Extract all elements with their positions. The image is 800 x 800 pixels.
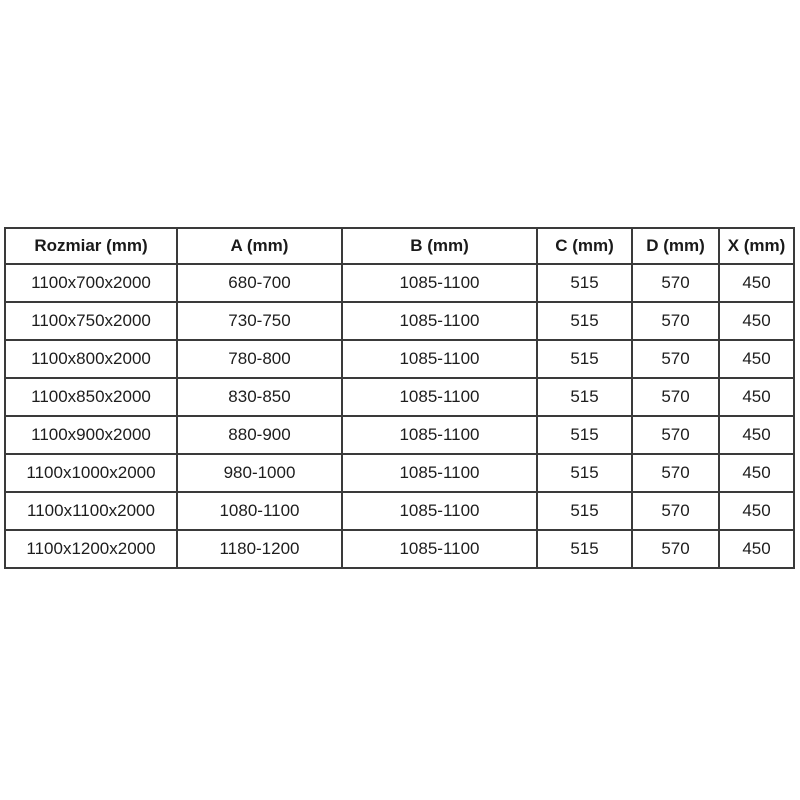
table-cell: 1085-1100 bbox=[341, 263, 538, 303]
table-cell: 830-850 bbox=[176, 377, 343, 417]
dimension-table-container: Rozmiar (mm) A (mm) B (mm) C (mm) D (mm)… bbox=[4, 227, 795, 569]
table-cell: 570 bbox=[631, 301, 720, 341]
dimension-table: Rozmiar (mm) A (mm) B (mm) C (mm) D (mm)… bbox=[4, 227, 795, 569]
table-cell: 880-900 bbox=[176, 415, 343, 455]
column-header-b: B (mm) bbox=[341, 227, 538, 265]
table-cell: 730-750 bbox=[176, 301, 343, 341]
table-cell: 450 bbox=[718, 415, 795, 455]
table-cell: 1100x800x2000 bbox=[4, 339, 178, 379]
table-cell: 680-700 bbox=[176, 263, 343, 303]
table-cell: 515 bbox=[536, 491, 633, 531]
table-cell: 1085-1100 bbox=[341, 301, 538, 341]
table-cell: 1100x1100x2000 bbox=[4, 491, 178, 531]
table-cell: 570 bbox=[631, 263, 720, 303]
column-header-a: A (mm) bbox=[176, 227, 343, 265]
table-body: 1100x700x2000 680-700 1085-1100 515 570 450 11… bbox=[4, 263, 795, 569]
table-row: 1100x700x2000 680-700 1085-1100 515 570 450 bbox=[4, 263, 795, 303]
table-cell: 1085-1100 bbox=[341, 377, 538, 417]
table-cell: 1085-1100 bbox=[341, 415, 538, 455]
table-row: 1100x1200x2000 1180-1200 1085-1100 515 570 45… bbox=[4, 529, 795, 569]
table-cell: 570 bbox=[631, 491, 720, 531]
table-cell: 1085-1100 bbox=[341, 529, 538, 569]
table-row: 1100x850x2000 830-850 1085-1100 515 570 450 bbox=[4, 377, 795, 417]
header-row: Rozmiar (mm) A (mm) B (mm) C (mm) D (mm)… bbox=[4, 227, 795, 265]
table-cell: 450 bbox=[718, 339, 795, 379]
table-cell: 570 bbox=[631, 377, 720, 417]
table-cell: 780-800 bbox=[176, 339, 343, 379]
table-cell: 1180-1200 bbox=[176, 529, 343, 569]
column-header-d: D (mm) bbox=[631, 227, 720, 265]
table-cell: 1100x700x2000 bbox=[4, 263, 178, 303]
table-cell: 1100x750x2000 bbox=[4, 301, 178, 341]
table-cell: 570 bbox=[631, 453, 720, 493]
column-header-rozmiar: Rozmiar (mm) bbox=[4, 227, 178, 265]
table-cell: 450 bbox=[718, 263, 795, 303]
table-row: 1100x750x2000 730-750 1085-1100 515 570 450 bbox=[4, 301, 795, 341]
table-cell: 1085-1100 bbox=[341, 491, 538, 531]
table-cell: 570 bbox=[631, 529, 720, 569]
table-cell: 515 bbox=[536, 415, 633, 455]
table-row: 1100x800x2000 780-800 1085-1100 515 570 450 bbox=[4, 339, 795, 379]
table-cell: 570 bbox=[631, 339, 720, 379]
table-cell: 450 bbox=[718, 377, 795, 417]
table-row: 1100x900x2000 880-900 1085-1100 515 570 450 bbox=[4, 415, 795, 455]
column-header-c: C (mm) bbox=[536, 227, 633, 265]
table-cell: 570 bbox=[631, 415, 720, 455]
table-cell: 1100x1200x2000 bbox=[4, 529, 178, 569]
table-row: 1100x1100x2000 1080-1100 1085-1100 515 570 45… bbox=[4, 491, 795, 531]
table-cell: 1080-1100 bbox=[176, 491, 343, 531]
table-cell: 515 bbox=[536, 377, 633, 417]
table-cell: 1100x850x2000 bbox=[4, 377, 178, 417]
table-cell: 515 bbox=[536, 263, 633, 303]
table-cell: 515 bbox=[536, 529, 633, 569]
table-cell: 450 bbox=[718, 301, 795, 341]
table-cell: 450 bbox=[718, 491, 795, 531]
table-cell: 515 bbox=[536, 339, 633, 379]
table-cell: 980-1000 bbox=[176, 453, 343, 493]
table-row: 1100x1000x2000 980-1000 1085-1100 515 570 450 bbox=[4, 453, 795, 493]
table-cell: 450 bbox=[718, 453, 795, 493]
table-cell: 1100x1000x2000 bbox=[4, 453, 178, 493]
table-cell: 1085-1100 bbox=[341, 339, 538, 379]
table-cell: 515 bbox=[536, 453, 633, 493]
table-cell: 1100x900x2000 bbox=[4, 415, 178, 455]
column-header-x: X (mm) bbox=[718, 227, 795, 265]
table-cell: 515 bbox=[536, 301, 633, 341]
table-cell: 450 bbox=[718, 529, 795, 569]
table-cell: 1085-1100 bbox=[341, 453, 538, 493]
